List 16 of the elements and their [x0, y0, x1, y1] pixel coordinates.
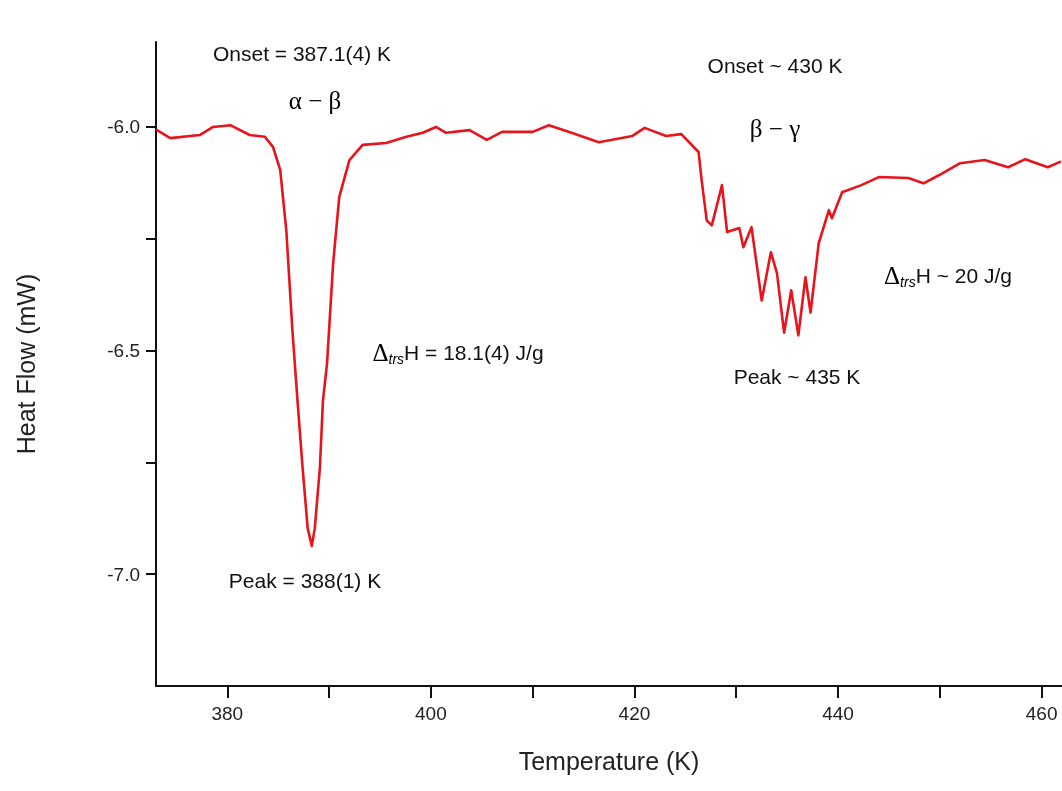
- y-axis-title: Heat Flow (mW): [11, 273, 40, 455]
- x-tick-label: 400: [415, 703, 447, 724]
- annotation: Onset = 387.1(4) K: [212, 41, 392, 65]
- annotation: β − γ: [749, 114, 801, 142]
- x-tick-label: 460: [1025, 703, 1058, 724]
- annotation: Peak ~ 435 K: [733, 364, 861, 388]
- y-tick-label: -6.0: [107, 116, 140, 138]
- annotation: Peak = 388(1) K: [228, 568, 382, 592]
- x-tick-label: 380: [211, 703, 244, 724]
- x-axis-title: Temperature (K): [518, 746, 700, 775]
- annotation: Onset ~ 430 K: [707, 53, 843, 77]
- x-tick-label: 440: [822, 703, 854, 724]
- y-tick-label: -6.5: [107, 340, 140, 362]
- y-tick-label: -7.0: [107, 563, 140, 585]
- annotation: α − β: [288, 86, 342, 114]
- x-tick-label: 420: [618, 703, 651, 724]
